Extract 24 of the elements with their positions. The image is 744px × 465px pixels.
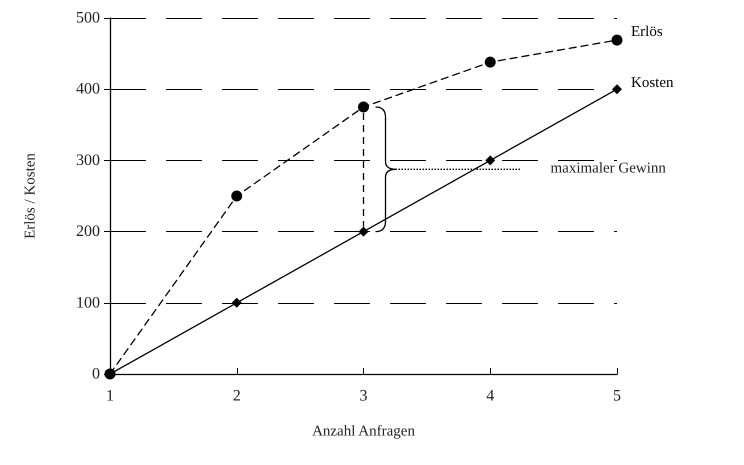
point [231, 190, 242, 202]
point [612, 84, 622, 94]
point [612, 34, 622, 46]
x-tick-label: 2 [232, 388, 241, 404]
y-tick-label: 300 [76, 152, 100, 169]
point [358, 102, 369, 112]
x-axis-title: Anzahl Anfragen [312, 424, 416, 440]
y-tick-label: 0 [92, 366, 100, 382]
y-tick-label: 200 [76, 223, 100, 240]
x-tick-label: 1 [106, 388, 114, 404]
annotation: maximaler Gewinn [550, 160, 666, 177]
point [358, 226, 368, 237]
x-tick-label: 4 [486, 388, 494, 404]
point [484, 56, 496, 68]
point [232, 298, 242, 308]
x-tick-label: 3 [360, 388, 368, 404]
x-tick-label: 5 [613, 388, 621, 404]
y-tick-label: 500 [76, 10, 100, 26]
point [485, 155, 496, 166]
series-label: Kosten [631, 75, 674, 92]
y-tick-label: 400 [76, 80, 100, 98]
series-label: Erlös [631, 24, 663, 40]
y-tick-label: 100 [76, 294, 100, 312]
y-axis-title: Erlös / Kosten [22, 152, 38, 239]
